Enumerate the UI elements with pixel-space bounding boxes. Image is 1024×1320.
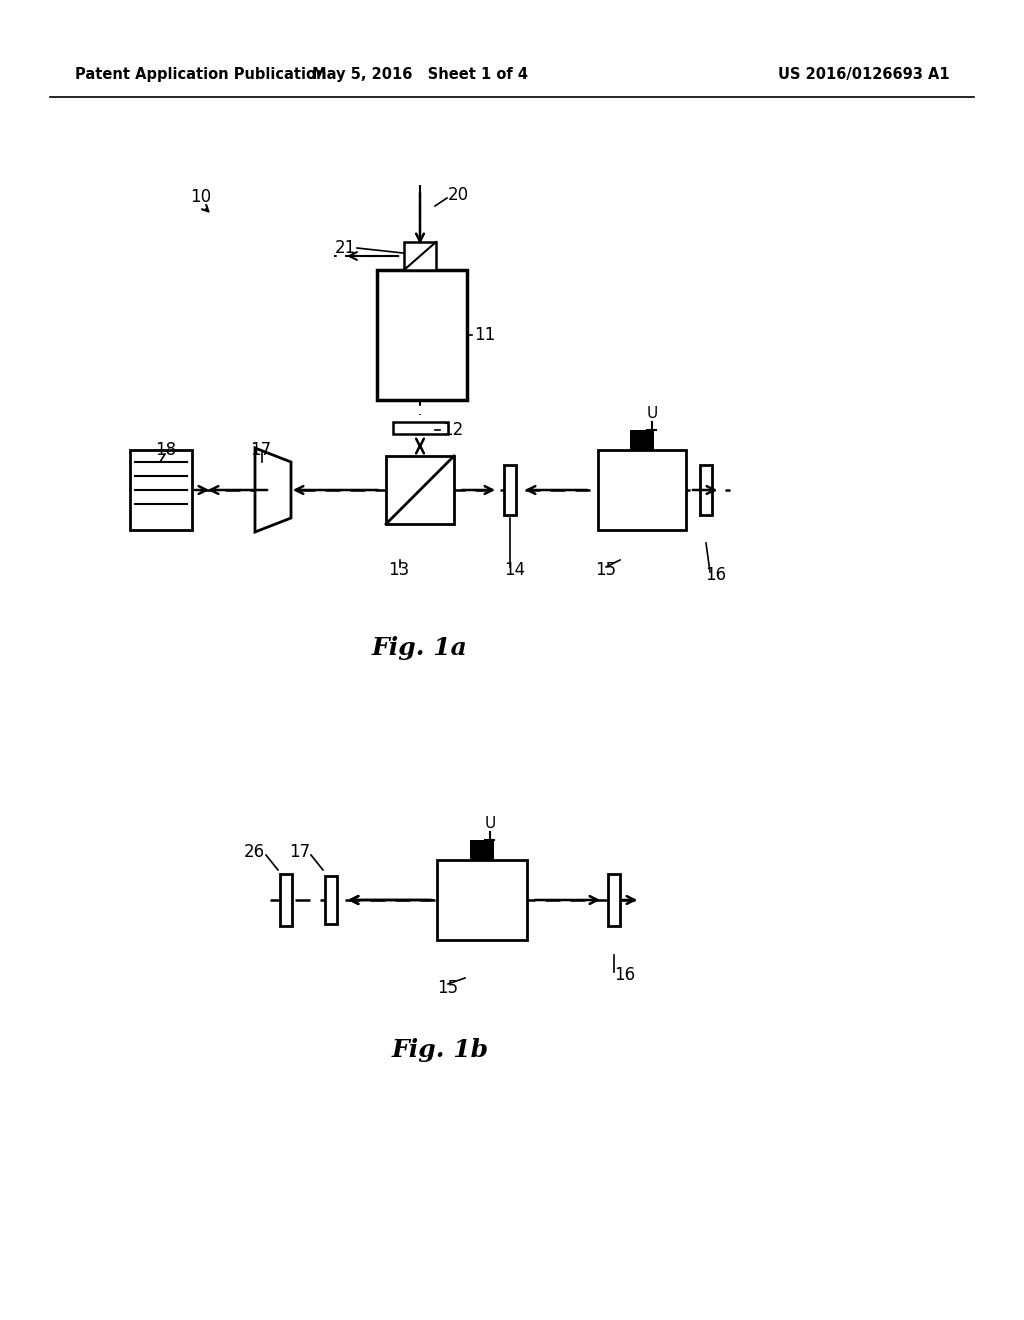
Bar — [280, 874, 292, 927]
Text: 11: 11 — [474, 326, 496, 345]
Bar — [325, 876, 337, 924]
Text: 20: 20 — [449, 186, 469, 205]
Bar — [404, 242, 436, 271]
Text: 12: 12 — [442, 421, 463, 440]
Text: 15: 15 — [595, 561, 616, 579]
Bar — [386, 455, 454, 524]
Text: 21: 21 — [335, 239, 356, 257]
Polygon shape — [255, 447, 291, 532]
Text: 17: 17 — [289, 843, 310, 861]
Text: 14: 14 — [504, 561, 525, 579]
Text: 10: 10 — [190, 187, 211, 206]
Text: 13: 13 — [388, 561, 410, 579]
Text: 16: 16 — [705, 566, 726, 583]
Text: Fig. 1a: Fig. 1a — [372, 636, 468, 660]
Bar — [377, 271, 467, 400]
Bar — [437, 861, 527, 940]
Text: US 2016/0126693 A1: US 2016/0126693 A1 — [778, 67, 950, 82]
Bar — [630, 430, 654, 450]
Text: 17: 17 — [250, 441, 271, 459]
Bar — [504, 465, 516, 515]
Text: May 5, 2016   Sheet 1 of 4: May 5, 2016 Sheet 1 of 4 — [312, 67, 528, 82]
Text: 26: 26 — [244, 843, 265, 861]
Text: U: U — [646, 407, 657, 421]
Bar — [608, 874, 620, 927]
Text: Patent Application Publication: Patent Application Publication — [75, 67, 327, 82]
Text: Fig. 1b: Fig. 1b — [391, 1038, 488, 1063]
Bar — [393, 422, 449, 434]
Text: 16: 16 — [614, 966, 635, 983]
Bar — [598, 450, 686, 531]
Bar — [700, 465, 712, 515]
Bar — [470, 840, 494, 861]
Text: 18: 18 — [155, 441, 176, 459]
Bar — [130, 450, 193, 531]
Text: U: U — [484, 817, 496, 832]
Text: 15: 15 — [437, 979, 458, 997]
